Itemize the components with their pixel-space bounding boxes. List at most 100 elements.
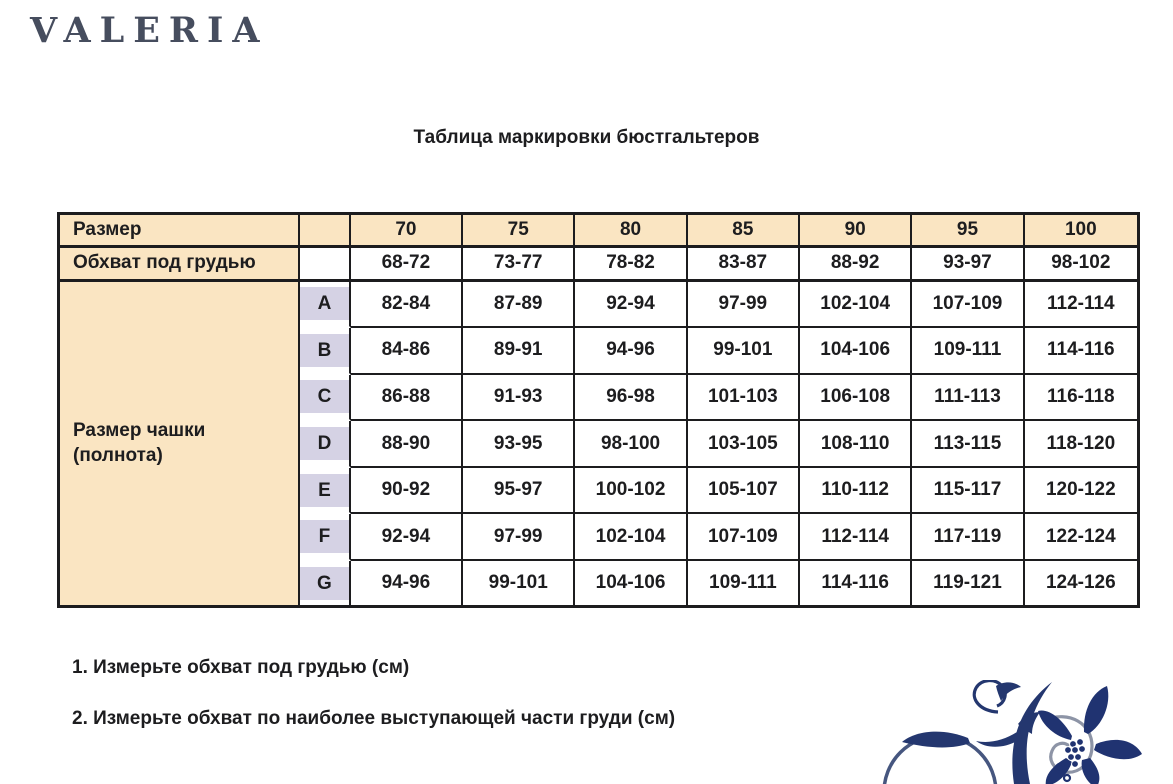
table-cell: 114-116 bbox=[800, 561, 913, 605]
size-header-cell: 70 bbox=[350, 215, 464, 249]
brand-logo: VALERIA bbox=[30, 10, 269, 51]
floral-flourish-icon bbox=[882, 680, 1142, 784]
table-cell: 96-98 bbox=[575, 374, 688, 422]
row-label-size: Размер bbox=[60, 215, 301, 249]
cup-letter-chip: C bbox=[300, 380, 349, 414]
underbust-row: Обхват под грудью 68-72 73-77 78-82 83-8… bbox=[60, 248, 1137, 282]
cup-letter-cell: G bbox=[300, 561, 351, 605]
cup-row-e: E 90-92 95-97 100-102 105-107 110-112 11… bbox=[60, 467, 1137, 515]
table-cell: 105-107 bbox=[687, 467, 800, 515]
table-cell: 93-97 bbox=[912, 248, 1025, 282]
cup-letter-cell: A bbox=[300, 281, 351, 329]
table-cell: 114-116 bbox=[1024, 328, 1137, 375]
cup-letter-cell: F bbox=[300, 514, 351, 561]
table-cell: 122-124 bbox=[1024, 514, 1137, 561]
table-cell: 102-104 bbox=[575, 514, 688, 561]
cup-row-c: C 86-88 91-93 96-98 101-103 106-108 111-… bbox=[60, 374, 1137, 422]
table-cell: 99-101 bbox=[687, 328, 800, 375]
cup-letter-chip: G bbox=[300, 566, 349, 600]
size-header-cell: 95 bbox=[912, 215, 1025, 249]
cup-label-line1: Размер чашки bbox=[73, 419, 206, 441]
table-cell: 97-99 bbox=[687, 281, 800, 329]
table-cell: 124-126 bbox=[1045, 572, 1116, 593]
instruction-2: 2. Измерьте обхват по наиболее выступающ… bbox=[72, 708, 676, 729]
cup-row-d: D 88-90 93-95 98-100 103-105 108-110 113… bbox=[60, 421, 1137, 468]
table-cell: 93-95 bbox=[463, 421, 576, 468]
table-cell: 106-108 bbox=[800, 374, 913, 422]
row-label-underbust: Обхват под грудью bbox=[60, 248, 301, 282]
table-cell: 117-119 bbox=[912, 514, 1025, 561]
cup-label-line2: (полнота) bbox=[73, 445, 163, 467]
table-cell: 109-111 bbox=[688, 561, 800, 605]
cup-row-f: F 92-94 97-99 102-104 107-109 112-114 11… bbox=[60, 514, 1137, 561]
bra-size-table: Размер 70 75 80 85 90 95 100 Обхват под … bbox=[57, 212, 1140, 608]
table-cell: 92-94 bbox=[350, 514, 464, 561]
table-cell: 90-92 bbox=[350, 467, 464, 515]
table-cell: 89-91 bbox=[463, 328, 576, 375]
cup-letter-chip: A bbox=[300, 287, 349, 321]
table-cell: 120-122 bbox=[1024, 468, 1137, 515]
table-cell: 116-118 bbox=[1024, 375, 1137, 422]
row-label-cup-size: Размер чашки (полнота) bbox=[60, 281, 301, 605]
page-title: Таблица маркировки бюстгальтеров bbox=[413, 127, 760, 148]
cup-row-b: B 84-86 89-91 94-96 99-101 104-106 109-1… bbox=[60, 328, 1137, 375]
table-cell: 73-77 bbox=[463, 248, 576, 282]
size-header-cell: 100 bbox=[1024, 215, 1137, 249]
table-cell: 102-104 bbox=[800, 281, 913, 329]
blank-cell bbox=[300, 248, 351, 282]
size-header-cell: 85 bbox=[687, 215, 800, 249]
table-cell: 104-106 bbox=[575, 561, 688, 605]
table-cell: 95-97 bbox=[463, 467, 576, 515]
table-cell: 119-121 bbox=[912, 561, 1025, 605]
measuring-instructions: 1. Измерьте обхват под грудью (см) 2. Из… bbox=[72, 657, 675, 730]
table-cell: 92-94 bbox=[575, 281, 688, 329]
size-header-cell: 80 bbox=[575, 215, 688, 249]
table-cell: 118-120 bbox=[1024, 421, 1137, 468]
cup-letter-cell: C bbox=[300, 374, 351, 422]
table-cell: 112-114 bbox=[1024, 282, 1137, 329]
table-cell: 83-87 bbox=[687, 248, 800, 282]
table-cell: 78-82 bbox=[575, 248, 688, 282]
cup-letter-cell: D bbox=[300, 421, 351, 468]
cup-letter-chip: E bbox=[300, 473, 349, 507]
table-cell: 97-99 bbox=[463, 514, 576, 561]
table-cell: 108-110 bbox=[800, 421, 913, 468]
corner-cell bbox=[300, 215, 351, 249]
table-cell: 88-90 bbox=[350, 421, 464, 468]
cup-row-g: G 94-96 99-101 104-106 109-111 114-116 1… bbox=[60, 561, 1137, 605]
table-cell: 98-102 bbox=[1024, 248, 1137, 282]
size-header-row: Размер 70 75 80 85 90 95 100 bbox=[60, 215, 1137, 249]
table-cell: 99-101 bbox=[463, 561, 576, 605]
cup-row-a: Размер чашки (полнота) A 82-84 87-89 92-… bbox=[60, 281, 1137, 605]
instruction-1: 1. Измерьте обхват под грудью (см) bbox=[72, 657, 410, 678]
table-cell: 94-96 bbox=[575, 328, 688, 375]
size-header-cell: 75 bbox=[463, 215, 576, 249]
table-cell: 107-109 bbox=[912, 281, 1025, 329]
table-cell: 91-93 bbox=[463, 374, 576, 422]
table-cell: 115-117 bbox=[912, 467, 1025, 515]
table-cell: 82-84 bbox=[350, 281, 464, 329]
table-cell: 111-113 bbox=[912, 374, 1025, 422]
cup-letter-chip: D bbox=[300, 427, 349, 461]
table-cell: 94-96 bbox=[351, 561, 464, 605]
table-cell: 98-100 bbox=[575, 421, 688, 468]
table-cell: 68-72 bbox=[350, 248, 464, 282]
table-cell: 88-92 bbox=[800, 248, 913, 282]
table-cell: 101-103 bbox=[687, 374, 800, 422]
table-cell: 87-89 bbox=[463, 281, 576, 329]
cup-letter-cell: B bbox=[300, 328, 351, 375]
table-cell: 107-109 bbox=[687, 514, 800, 561]
table-cell: 104-106 bbox=[800, 328, 913, 375]
table-cell: 100-102 bbox=[575, 467, 688, 515]
table-cell: 112-114 bbox=[800, 514, 913, 561]
table-cell: 113-115 bbox=[912, 421, 1025, 468]
table-cell: 110-112 bbox=[800, 467, 913, 515]
cup-letter-chip: F bbox=[300, 520, 349, 554]
cup-letter-chip: B bbox=[300, 333, 349, 367]
table-cell: 109-111 bbox=[912, 328, 1025, 375]
size-header-cell: 90 bbox=[800, 215, 913, 249]
cup-letter-cell: E bbox=[300, 467, 351, 515]
table-cell: 86-88 bbox=[350, 374, 464, 422]
table-cell: 84-86 bbox=[350, 328, 464, 375]
table-cell: 103-105 bbox=[687, 421, 800, 468]
